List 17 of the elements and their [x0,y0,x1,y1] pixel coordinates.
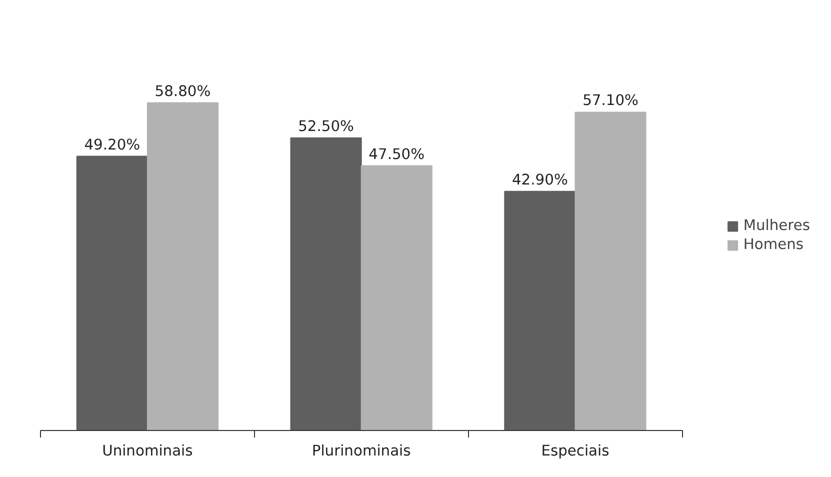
x-tick-label: Uninominais [102,442,193,460]
data-label: 57.10% [582,92,639,110]
bar [574,112,646,430]
bar [360,165,432,430]
legend-label: Mulheres [743,217,810,234]
data-label: 49.20% [84,136,140,154]
data-label: 42.90% [512,171,568,188]
x-tick-label: Plurinominais [312,442,411,460]
bar [290,137,362,430]
bar [146,102,219,430]
data-label: 47.50% [368,146,425,163]
bar [76,156,148,430]
legend-label: Homens [743,236,804,253]
bar [504,190,576,430]
data-label: 52.50% [298,118,354,135]
x-tick-label: Especiais [541,442,610,460]
data-label: 58.80% [154,82,211,100]
